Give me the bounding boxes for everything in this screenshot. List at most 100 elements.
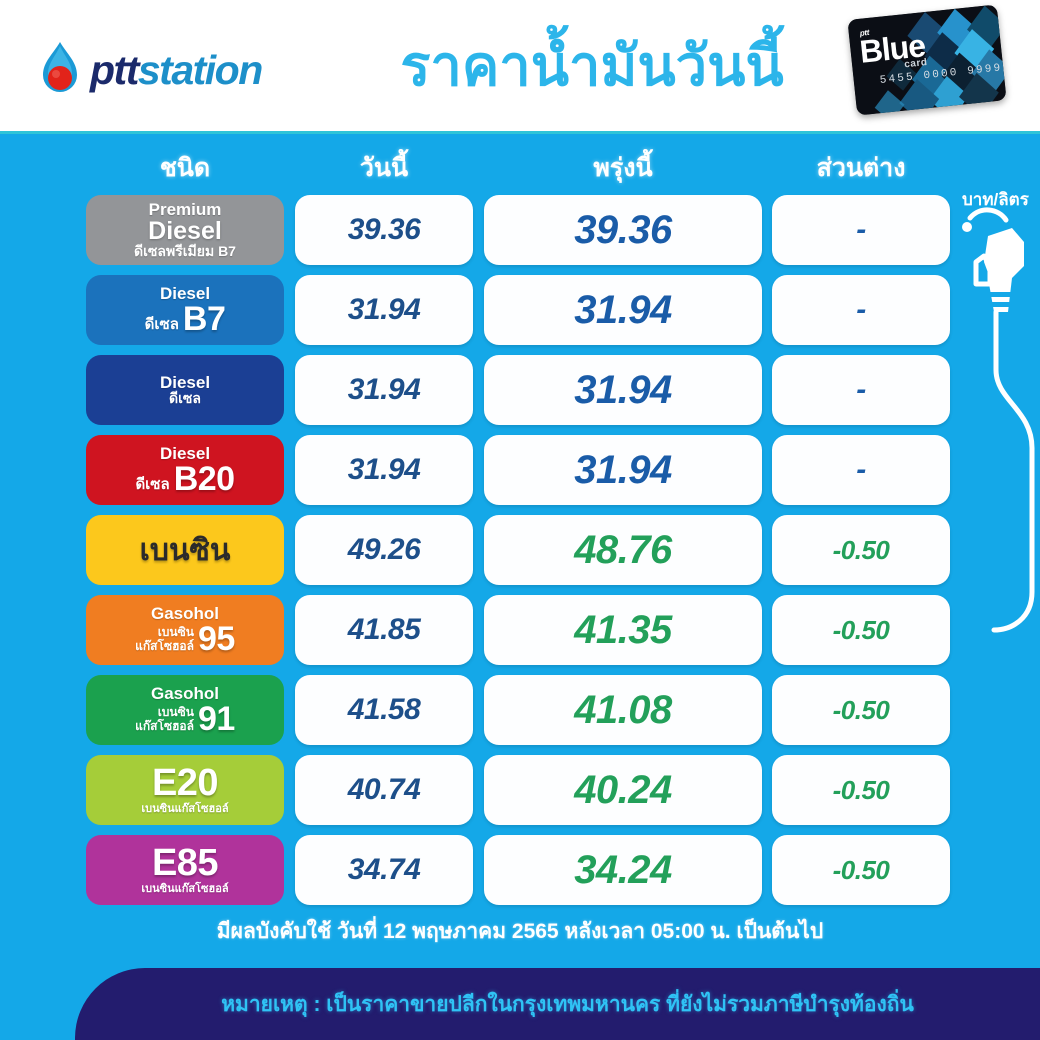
- price-today-value: 49.26: [347, 533, 421, 566]
- ptt-blue-card-image: ptt Blue card 5455 0000 9999 9999: [847, 4, 1007, 116]
- price-tomorrow-cell: 34.24: [484, 835, 762, 905]
- fuel-type-thai: ดีเซล: [144, 315, 179, 333]
- price-today-value: 34.74: [347, 853, 421, 886]
- price-difference-value: -0.50: [832, 854, 890, 885]
- fuel-type-badge[interactable]: Gasohol เบนซิน แก๊สโซฮอล์ 95: [86, 595, 284, 665]
- price-difference-cell: -: [772, 355, 950, 425]
- price-today-cell: 31.94: [295, 435, 473, 505]
- price-today-cell: 41.85: [295, 595, 473, 665]
- price-tomorrow-value: 41.08: [574, 687, 672, 732]
- price-difference-cell: -: [772, 435, 950, 505]
- column-header-tomorrow: พรุ่งนี้: [593, 154, 653, 182]
- ptt-station-logo: pttstation: [36, 40, 263, 100]
- price-today-value: 39.36: [347, 213, 421, 246]
- fuel-type-name: E20: [151, 762, 219, 805]
- price-today-cell: 34.74: [295, 835, 473, 905]
- price-today-value: 31.94: [347, 453, 421, 486]
- price-difference-cell: -0.50: [772, 835, 950, 905]
- price-tomorrow-cell: 31.94: [484, 435, 762, 505]
- fuel-type-grade-line: เบนซิน แก๊สโซฮอล์ 95: [135, 622, 235, 656]
- price-today-cell: 31.94: [295, 355, 473, 425]
- fuel-type-subtitle: เบนซินแก๊สโซฮอล์: [141, 803, 229, 816]
- column-header-today: วันนี้: [359, 154, 409, 182]
- fuel-price-table: Premium Diesel ดีเซลพรีเมียม B7 39.36 39.36-…: [0, 195, 1040, 915]
- fuel-type-thai: เบนซิน แก๊สโซฮอล์: [135, 704, 194, 733]
- price-tomorrow-cell: 40.24: [484, 755, 762, 825]
- fuel-type-grade: 91: [197, 699, 235, 738]
- header-bar: pttstation ราคาน้ำมันวันนี้: [0, 0, 1040, 134]
- fuel-type-thai: ดีเซลพรีเมียม B7: [134, 242, 236, 259]
- effective-date-note: มีผลบังคับใช้ วันที่ 12 พฤษภาคม 2565 หลั…: [216, 920, 824, 943]
- price-today-cell: 40.74: [295, 755, 473, 825]
- price-today-value: 40.74: [347, 773, 421, 806]
- column-header-type: ชนิด: [159, 154, 211, 182]
- fuel-type-name: เบนซิน: [139, 533, 231, 567]
- logo-ptt-text: ptt: [90, 46, 139, 93]
- table-row: Diesel ดีเซล B7 31.94 31.94-: [0, 275, 1040, 345]
- price-today-cell: 41.58: [295, 675, 473, 745]
- fuel-type-name: Gasohol: [150, 683, 219, 703]
- fuel-type-thai: ดีเซล: [135, 475, 170, 493]
- price-difference-cell: -: [772, 195, 950, 265]
- table-row: Diesel ดีเซล B20 31.94 31.94 -: [0, 435, 1040, 505]
- price-tomorrow-value: 31.94: [574, 287, 672, 332]
- fuel-type-badge[interactable]: E85 เบนซินแก๊สโซฮอล์: [86, 835, 284, 905]
- fuel-type-badge[interactable]: Gasohol เบนซิน แก๊สโซฮอล์ 91: [86, 675, 284, 745]
- price-difference-cell: -0.50: [772, 755, 950, 825]
- fuel-type-prefix: Diesel: [159, 372, 211, 392]
- price-difference-value: -0.50: [832, 614, 890, 645]
- table-row: Premium Diesel ดีเซลพรีเมียม B7 39.36 39.36 -: [0, 195, 1040, 265]
- fuel-type-grade-line: ดีเซล B7: [145, 302, 226, 336]
- fuel-type-badge[interactable]: Diesel ดีเซล: [86, 355, 284, 425]
- price-tomorrow-value: 40.24: [574, 767, 672, 812]
- price-difference-value: -: [856, 453, 866, 486]
- price-tomorrow-cell: 39.36: [484, 195, 762, 265]
- table-row: เบนซิน 49.26 48.76 -0.50: [0, 515, 1040, 585]
- price-today-cell: 39.36: [295, 195, 473, 265]
- table-row: Gasohol เบนซิน แก๊สโซฮอล์ 95 41.85 41.35 -0.50: [0, 595, 1040, 665]
- fuel-type-badge[interactable]: E20 เบนซินแก๊สโซฮอล์: [86, 755, 284, 825]
- footer-banner-text: หมายเหตุ : เป็นราคาขายปลีกในกรุงเทพมหานค…: [221, 992, 914, 1016]
- price-tomorrow-value: 31.94: [574, 367, 672, 412]
- price-today-cell: 49.26: [295, 515, 473, 585]
- logo-station-text: station: [137, 46, 263, 93]
- price-tomorrow-value: 31.94: [574, 447, 672, 492]
- fuel-type-badge[interactable]: Diesel ดีเซล B20: [86, 435, 284, 505]
- unit-label: บาท/ลิตร: [962, 190, 1029, 209]
- fuel-type-subtitle: เบนซินแก๊สโซฮอล์: [141, 883, 229, 896]
- price-today-value: 31.94: [347, 373, 421, 406]
- fuel-type-name: Diesel: [159, 443, 211, 463]
- fuel-type-grade: B7: [182, 299, 226, 338]
- ptt-flame-droplet-icon: [36, 40, 84, 100]
- price-difference-value: -0.50: [832, 694, 890, 725]
- page-title: ราคาน้ำมันวันนี้: [400, 34, 784, 97]
- price-difference-value: -: [856, 293, 866, 326]
- price-difference-value: -: [856, 373, 866, 406]
- price-difference-cell: -: [772, 275, 950, 345]
- price-tomorrow-cell: 31.94: [484, 355, 762, 425]
- price-tomorrow-value: 34.24: [574, 847, 672, 892]
- column-header-difference: ส่วนต่าง: [816, 154, 906, 182]
- footer-banner: หมายเหตุ : เป็นราคาขายปลีกในกรุงเทพมหานค…: [75, 968, 1040, 1040]
- fuel-type-name: E85: [151, 842, 219, 885]
- fuel-type-prefix: Premium: [148, 199, 222, 219]
- price-tomorrow-value: 41.35: [574, 607, 672, 652]
- price-tomorrow-value: 39.36: [574, 207, 672, 252]
- price-difference-value: -0.50: [832, 534, 890, 565]
- price-difference-cell: -0.50: [772, 595, 950, 665]
- price-tomorrow-cell: 31.94: [484, 275, 762, 345]
- fuel-type-thai: ดีเซล: [169, 389, 201, 406]
- fuel-type-grade-line: เบนซิน แก๊สโซฮอล์ 91: [135, 702, 235, 736]
- table-row: E20 เบนซินแก๊สโซฮอล์ 40.74 40.24 -0.50: [0, 755, 1040, 825]
- price-tomorrow-cell: 41.08: [484, 675, 762, 745]
- price-tomorrow-value: 48.76: [574, 527, 672, 572]
- fuel-type-thai: เบนซิน แก๊สโซฮอล์: [135, 624, 194, 653]
- fuel-type-badge[interactable]: เบนซิน: [86, 515, 284, 585]
- fuel-type-badge[interactable]: Diesel ดีเซล B7: [86, 275, 284, 345]
- price-difference-cell: -0.50: [772, 675, 950, 745]
- fuel-type-grade: B20: [173, 459, 235, 498]
- fuel-type-badge[interactable]: Premium Diesel ดีเซลพรีเมียม B7: [86, 195, 284, 265]
- price-today-value: 41.85: [347, 613, 421, 646]
- price-difference-cell: -0.50: [772, 515, 950, 585]
